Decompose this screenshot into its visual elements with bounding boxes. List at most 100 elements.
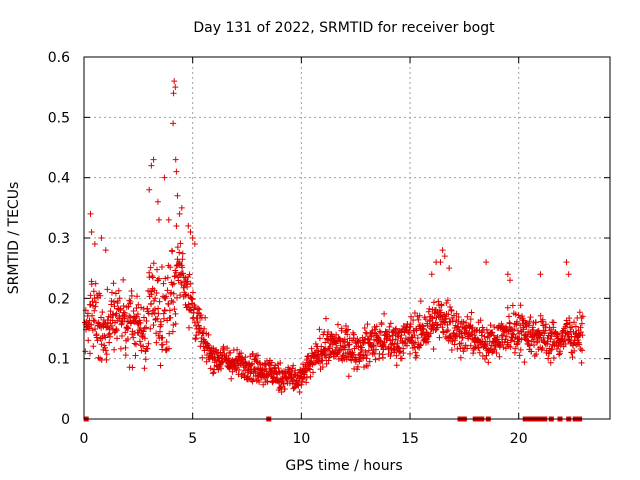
data-point [427,330,434,337]
data-point [319,363,326,370]
data-point [345,326,352,333]
data-point [219,359,226,366]
data-point [406,329,413,336]
data-point [557,342,564,349]
data-point [548,346,555,353]
data-point [436,334,443,341]
data-point [170,280,177,287]
data-point [121,309,128,316]
data-point [410,317,417,324]
data-point [91,307,98,314]
y-tick-label: 0.6 [48,50,70,66]
data-point [163,293,170,300]
data-point [325,329,332,336]
data-point [148,162,155,169]
data-point [534,338,541,345]
data-point [167,264,174,271]
data-point [407,321,414,328]
data-point [192,303,199,310]
data-point [377,329,384,336]
data-point [422,316,429,323]
data-point [143,324,150,331]
data-point [539,345,546,352]
data-point [394,345,401,352]
data-point [133,305,140,312]
data-point [426,305,433,312]
data-point [574,337,581,344]
data-point [173,269,180,276]
data-point [131,319,138,326]
data-point [443,328,450,335]
data-point [93,334,100,341]
data-point [530,327,537,334]
data-point [435,298,442,305]
data-point [133,341,140,348]
data-point [163,339,170,346]
data-point [147,264,154,271]
data-point [234,346,241,353]
data-point [454,345,461,352]
data-point [290,362,297,369]
data-point [122,329,129,336]
data-point [578,359,585,366]
data-point [258,367,265,374]
data-point [254,352,261,359]
data-point [90,343,97,350]
data-point [92,303,99,310]
data-point [565,271,572,278]
data-point [464,345,471,352]
data-point [189,289,196,296]
data-point [110,280,117,287]
data-point [166,330,173,337]
data-point [545,355,552,362]
y-tick-label: 0 [61,412,70,428]
data-point [514,327,521,334]
data-point [526,342,533,349]
data-point [201,325,208,332]
data-point [475,344,482,351]
data-point [142,356,149,363]
data-point [210,369,217,376]
data-point [542,327,549,334]
data-point [165,301,172,308]
data-point [420,323,427,330]
data-point [153,289,160,296]
data-point [514,318,521,325]
data-point [364,351,371,358]
data-point [571,319,578,326]
data-point [366,358,373,365]
data-point [141,325,148,332]
data-point [146,186,153,193]
data-point [545,332,552,339]
data-point [577,345,584,352]
data-point [186,271,193,278]
data-point [537,271,544,278]
data-point [94,337,101,344]
data-point [343,327,350,334]
data-point [446,332,453,339]
data-point [169,328,176,335]
data-point [143,317,150,324]
data-point [131,340,138,347]
data-point [444,297,451,304]
data-point [268,359,275,366]
data-point [124,325,131,332]
data-point [378,321,385,328]
data-point [102,347,109,354]
data-point [354,363,361,370]
data-point [446,265,453,272]
data-point [192,335,199,342]
data-point [411,332,418,339]
data-point [413,327,420,334]
data-point [85,337,92,344]
data-point [362,329,369,336]
data-point [170,90,177,97]
data-point [98,314,105,321]
data-point [98,235,105,241]
data-point [322,339,329,346]
data-point [173,168,180,175]
data-point [416,312,423,319]
data-point [89,312,96,319]
data-point [569,354,576,361]
data-point [148,300,155,307]
